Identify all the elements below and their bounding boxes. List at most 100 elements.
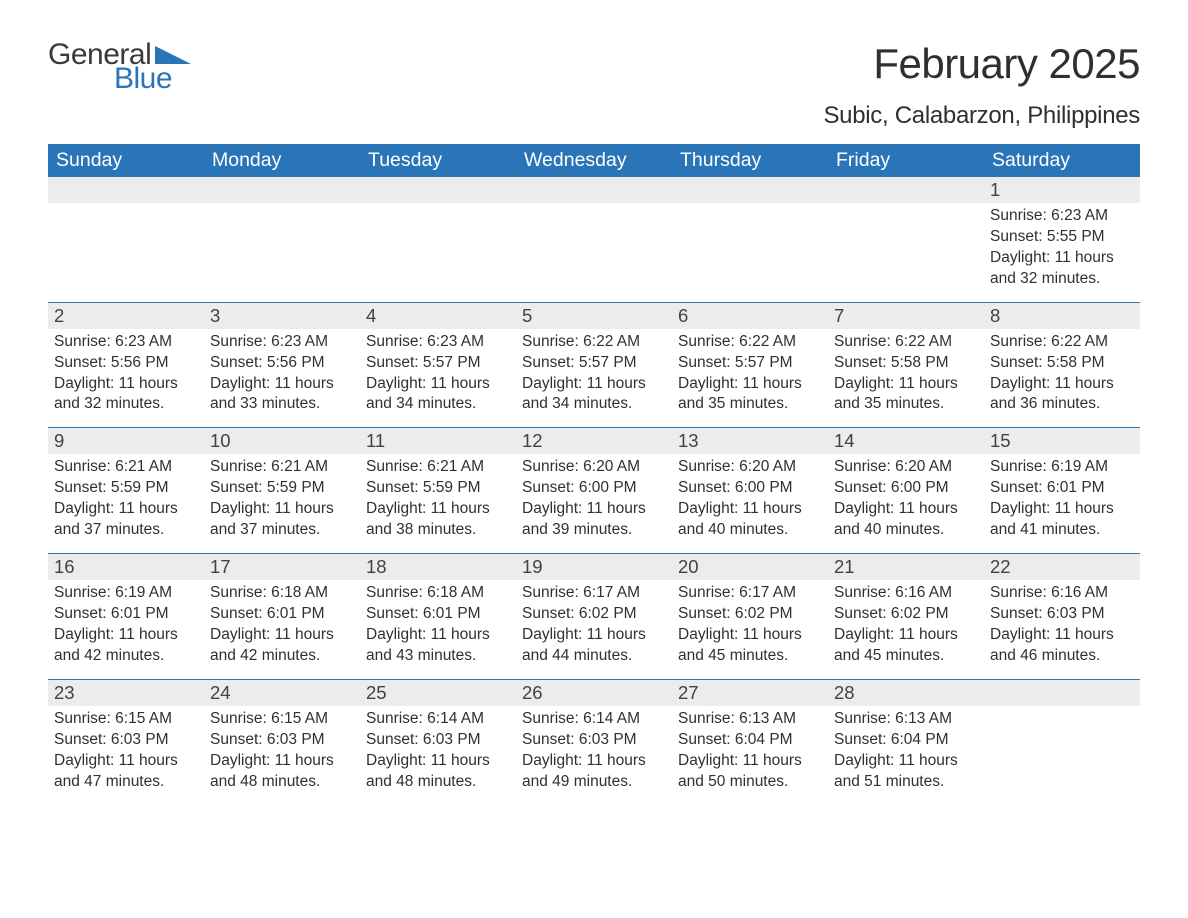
day-details-row: Sunrise: 6:23 AMSunset: 5:55 PMDaylight:… bbox=[48, 203, 1140, 298]
weekday-header-row: SundayMondayTuesdayWednesdayThursdayFrid… bbox=[48, 144, 1140, 177]
day-number: 27 bbox=[672, 680, 828, 706]
sunset-text: Sunset: 5:57 PM bbox=[522, 353, 666, 374]
day-cell: Sunrise: 6:14 AMSunset: 6:03 PMDaylight:… bbox=[360, 706, 516, 795]
day-number: 12 bbox=[516, 428, 672, 454]
day-number: 1 bbox=[984, 177, 1140, 203]
sunset-text: Sunset: 6:01 PM bbox=[366, 604, 510, 625]
sunset-text: Sunset: 6:03 PM bbox=[990, 604, 1134, 625]
day-cell: Sunrise: 6:16 AMSunset: 6:03 PMDaylight:… bbox=[984, 580, 1140, 669]
day-number: 18 bbox=[360, 554, 516, 580]
day-cell bbox=[984, 706, 1140, 795]
day-number bbox=[360, 177, 516, 203]
day-number: 22 bbox=[984, 554, 1140, 580]
sunset-text: Sunset: 5:59 PM bbox=[54, 478, 198, 499]
day-number-row: 1 bbox=[48, 177, 1140, 203]
sunrise-text: Sunrise: 6:16 AM bbox=[990, 583, 1134, 604]
sunset-text: Sunset: 5:58 PM bbox=[834, 353, 978, 374]
day-number: 15 bbox=[984, 428, 1140, 454]
day-number: 4 bbox=[360, 303, 516, 329]
month-title: February 2025 bbox=[823, 40, 1140, 88]
day-cell: Sunrise: 6:23 AMSunset: 5:55 PMDaylight:… bbox=[984, 203, 1140, 292]
day-cell bbox=[360, 203, 516, 292]
day-details-row: Sunrise: 6:19 AMSunset: 6:01 PMDaylight:… bbox=[48, 580, 1140, 675]
daylight-text: Daylight: 11 hours and 51 minutes. bbox=[834, 751, 978, 793]
day-cell: Sunrise: 6:18 AMSunset: 6:01 PMDaylight:… bbox=[360, 580, 516, 669]
day-number: 20 bbox=[672, 554, 828, 580]
day-number: 7 bbox=[828, 303, 984, 329]
day-cell: Sunrise: 6:22 AMSunset: 5:57 PMDaylight:… bbox=[516, 329, 672, 418]
daylight-text: Daylight: 11 hours and 35 minutes. bbox=[834, 374, 978, 416]
daylight-text: Daylight: 11 hours and 40 minutes. bbox=[678, 499, 822, 541]
weekday-header: Sunday bbox=[48, 144, 204, 177]
sunset-text: Sunset: 6:02 PM bbox=[678, 604, 822, 625]
weekday-header: Tuesday bbox=[360, 144, 516, 177]
sunrise-text: Sunrise: 6:17 AM bbox=[678, 583, 822, 604]
daylight-text: Daylight: 11 hours and 34 minutes. bbox=[522, 374, 666, 416]
daylight-text: Daylight: 11 hours and 37 minutes. bbox=[54, 499, 198, 541]
day-number-row: 9101112131415 bbox=[48, 428, 1140, 454]
daylight-text: Daylight: 11 hours and 39 minutes. bbox=[522, 499, 666, 541]
day-number: 6 bbox=[672, 303, 828, 329]
day-number-row: 16171819202122 bbox=[48, 554, 1140, 580]
sunset-text: Sunset: 5:58 PM bbox=[990, 353, 1134, 374]
day-cell: Sunrise: 6:15 AMSunset: 6:03 PMDaylight:… bbox=[48, 706, 204, 795]
sunset-text: Sunset: 6:00 PM bbox=[678, 478, 822, 499]
day-cell: Sunrise: 6:19 AMSunset: 6:01 PMDaylight:… bbox=[48, 580, 204, 669]
day-number: 28 bbox=[828, 680, 984, 706]
logo: General Blue bbox=[48, 40, 191, 94]
day-cell: Sunrise: 6:13 AMSunset: 6:04 PMDaylight:… bbox=[672, 706, 828, 795]
sunset-text: Sunset: 6:03 PM bbox=[210, 730, 354, 751]
sunrise-text: Sunrise: 6:23 AM bbox=[54, 332, 198, 353]
sunrise-text: Sunrise: 6:17 AM bbox=[522, 583, 666, 604]
sunset-text: Sunset: 6:03 PM bbox=[522, 730, 666, 751]
sunset-text: Sunset: 6:01 PM bbox=[210, 604, 354, 625]
day-cell: Sunrise: 6:14 AMSunset: 6:03 PMDaylight:… bbox=[516, 706, 672, 795]
sunset-text: Sunset: 5:57 PM bbox=[678, 353, 822, 374]
daylight-text: Daylight: 11 hours and 40 minutes. bbox=[834, 499, 978, 541]
day-number: 17 bbox=[204, 554, 360, 580]
sunrise-text: Sunrise: 6:22 AM bbox=[678, 332, 822, 353]
day-cell: Sunrise: 6:21 AMSunset: 5:59 PMDaylight:… bbox=[204, 454, 360, 543]
sunrise-text: Sunrise: 6:16 AM bbox=[834, 583, 978, 604]
day-cell bbox=[516, 203, 672, 292]
sunset-text: Sunset: 5:57 PM bbox=[366, 353, 510, 374]
weekday-header: Monday bbox=[204, 144, 360, 177]
header: General Blue February 2025 Subic, Calaba… bbox=[48, 40, 1140, 130]
sunset-text: Sunset: 6:02 PM bbox=[522, 604, 666, 625]
day-number: 10 bbox=[204, 428, 360, 454]
day-number: 14 bbox=[828, 428, 984, 454]
sunrise-text: Sunrise: 6:20 AM bbox=[522, 457, 666, 478]
sunrise-text: Sunrise: 6:21 AM bbox=[366, 457, 510, 478]
daylight-text: Daylight: 11 hours and 34 minutes. bbox=[366, 374, 510, 416]
day-cell: Sunrise: 6:17 AMSunset: 6:02 PMDaylight:… bbox=[516, 580, 672, 669]
day-cell: Sunrise: 6:21 AMSunset: 5:59 PMDaylight:… bbox=[48, 454, 204, 543]
sunrise-text: Sunrise: 6:22 AM bbox=[522, 332, 666, 353]
sunset-text: Sunset: 6:01 PM bbox=[54, 604, 198, 625]
day-number: 11 bbox=[360, 428, 516, 454]
daylight-text: Daylight: 11 hours and 38 minutes. bbox=[366, 499, 510, 541]
day-cell: Sunrise: 6:18 AMSunset: 6:01 PMDaylight:… bbox=[204, 580, 360, 669]
day-number-row: 2345678 bbox=[48, 303, 1140, 329]
day-cell: Sunrise: 6:17 AMSunset: 6:02 PMDaylight:… bbox=[672, 580, 828, 669]
sunset-text: Sunset: 5:59 PM bbox=[366, 478, 510, 499]
day-cell: Sunrise: 6:15 AMSunset: 6:03 PMDaylight:… bbox=[204, 706, 360, 795]
daylight-text: Daylight: 11 hours and 48 minutes. bbox=[210, 751, 354, 793]
day-number: 3 bbox=[204, 303, 360, 329]
day-cell: Sunrise: 6:20 AMSunset: 6:00 PMDaylight:… bbox=[672, 454, 828, 543]
daylight-text: Daylight: 11 hours and 48 minutes. bbox=[366, 751, 510, 793]
sunset-text: Sunset: 6:01 PM bbox=[990, 478, 1134, 499]
day-cell: Sunrise: 6:22 AMSunset: 5:57 PMDaylight:… bbox=[672, 329, 828, 418]
daylight-text: Daylight: 11 hours and 37 minutes. bbox=[210, 499, 354, 541]
sunset-text: Sunset: 6:00 PM bbox=[522, 478, 666, 499]
day-number: 5 bbox=[516, 303, 672, 329]
sunrise-text: Sunrise: 6:18 AM bbox=[366, 583, 510, 604]
day-cell: Sunrise: 6:20 AMSunset: 6:00 PMDaylight:… bbox=[516, 454, 672, 543]
day-number: 25 bbox=[360, 680, 516, 706]
day-number: 19 bbox=[516, 554, 672, 580]
day-number bbox=[204, 177, 360, 203]
day-number-row: 232425262728 bbox=[48, 680, 1140, 706]
sunset-text: Sunset: 5:59 PM bbox=[210, 478, 354, 499]
day-cell: Sunrise: 6:23 AMSunset: 5:56 PMDaylight:… bbox=[48, 329, 204, 418]
day-number: 16 bbox=[48, 554, 204, 580]
daylight-text: Daylight: 11 hours and 47 minutes. bbox=[54, 751, 198, 793]
